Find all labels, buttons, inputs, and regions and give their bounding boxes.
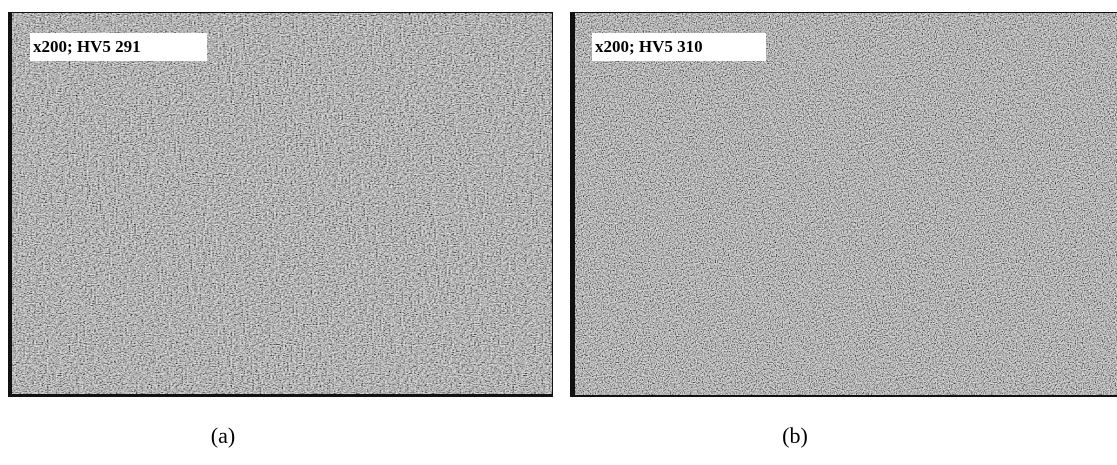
caption: (b)	[782, 423, 808, 448]
image-label: x200; HV5 310	[595, 37, 703, 56]
panel-b: x200; HV5 310 (b)	[570, 12, 1117, 448]
caption: (a)	[211, 423, 235, 448]
image-label: x200; HV5 291	[33, 37, 141, 56]
label-box	[30, 33, 207, 61]
micrograph-texture	[575, 13, 1117, 395]
label-box	[592, 33, 766, 61]
panel-a: x200; HV5 291 (a)	[8, 12, 553, 448]
micrograph-texture	[12, 13, 552, 394]
